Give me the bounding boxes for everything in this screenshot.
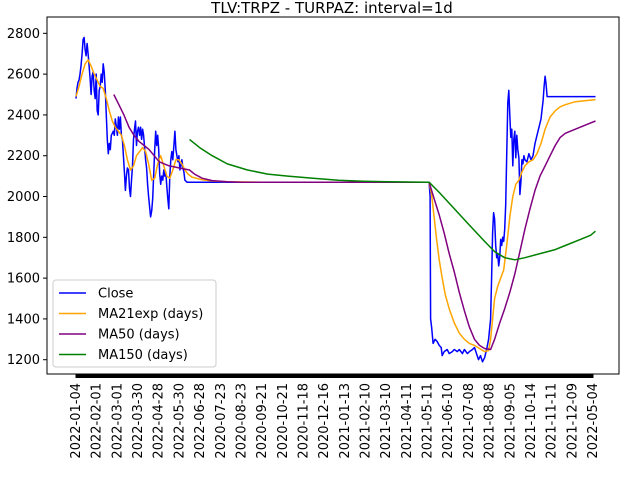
legend-label-1: MA21exp (days) [98,307,203,322]
x-tick-label-16: 2021-04-11 [400,383,415,459]
y-tick-label-8: 2800 [7,27,40,42]
legend-box [52,279,217,368]
y-tick-label-1: 1400 [7,312,40,327]
y-axis: 1200 1400 1600 1800 2000 2200 2400 2600 2800 [7,27,47,368]
x-tick-label-6: 2022-06-28 [193,383,208,459]
series-layer [75,36,596,363]
legend-items: Close MA21exp (days) MA50 (days) MA150 (day… [59,287,203,363]
legend: Close MA21exp (days) MA50 (days) MA150 (day… [52,279,217,368]
x-tick-label-9: 2020-09-21 [255,383,270,459]
x-tick-label-19: 2021-07-08 [462,383,477,459]
y-tick-label-2: 1600 [7,272,40,287]
series-line-0 [75,36,596,363]
series-line-2 [113,94,596,351]
x-tick-label-5: 2022-05-30 [172,383,187,459]
x-tick-label-13: 2021-01-13 [338,383,353,459]
x-tick-label-7: 2020-07-23 [214,383,229,459]
y-tick-label-6: 2400 [7,108,40,123]
x-tick-label-2: 2022-03-01 [110,383,125,459]
y-tick-label-0: 1200 [7,353,40,368]
y-tick-label-7: 2600 [7,68,40,83]
x-tick-label-23: 2021-11-11 [545,383,560,459]
x-tick-label-22: 2021-10-14 [524,383,539,459]
x-tick-label-15: 2021-03-10 [379,383,394,459]
y-tick-label-3: 1800 [7,231,40,246]
legend-label-2: MA50 (days) [98,328,180,343]
x-tick-label-10: 2020-10-21 [276,383,291,459]
x-tick-label-14: 2021-02-10 [359,383,374,459]
legend-label-0: Close [98,287,133,302]
x-tick-label-24: 2021-12-09 [565,383,580,459]
x-tick-label-0: 2022-01-04 [69,383,84,459]
x-tick-label-8: 2020-08-23 [234,383,249,459]
x-tick-label-21: 2021-09-05 [503,383,518,459]
y-tick-label-5: 2200 [7,149,40,164]
chart-title: TLV:TRPZ - TURPAZ: interval=1d [210,0,453,17]
x-tick-label-3: 2022-03-30 [131,383,146,459]
x-tick-label-11: 2020-11-18 [296,383,311,459]
x-tick-label-12: 2020-12-16 [317,383,332,459]
x-axis: 2022-01-04 2022-02-01 2022-03-01 2022-03-30… [69,374,601,459]
x-tick-label-17: 2021-05-11 [421,383,436,459]
legend-label-3: MA150 (days) [98,348,188,363]
y-tick-label-4: 2000 [7,190,40,205]
x-tick-label-1: 2022-02-01 [90,383,105,459]
x-tick-label-18: 2021-06-10 [441,383,456,459]
x-tick-label-4: 2022-04-28 [152,383,167,459]
x-tick-label-20: 2021-08-08 [483,383,498,459]
x-tick-label-25: 2022-05-04 [586,383,601,459]
series-line-3 [189,138,596,261]
